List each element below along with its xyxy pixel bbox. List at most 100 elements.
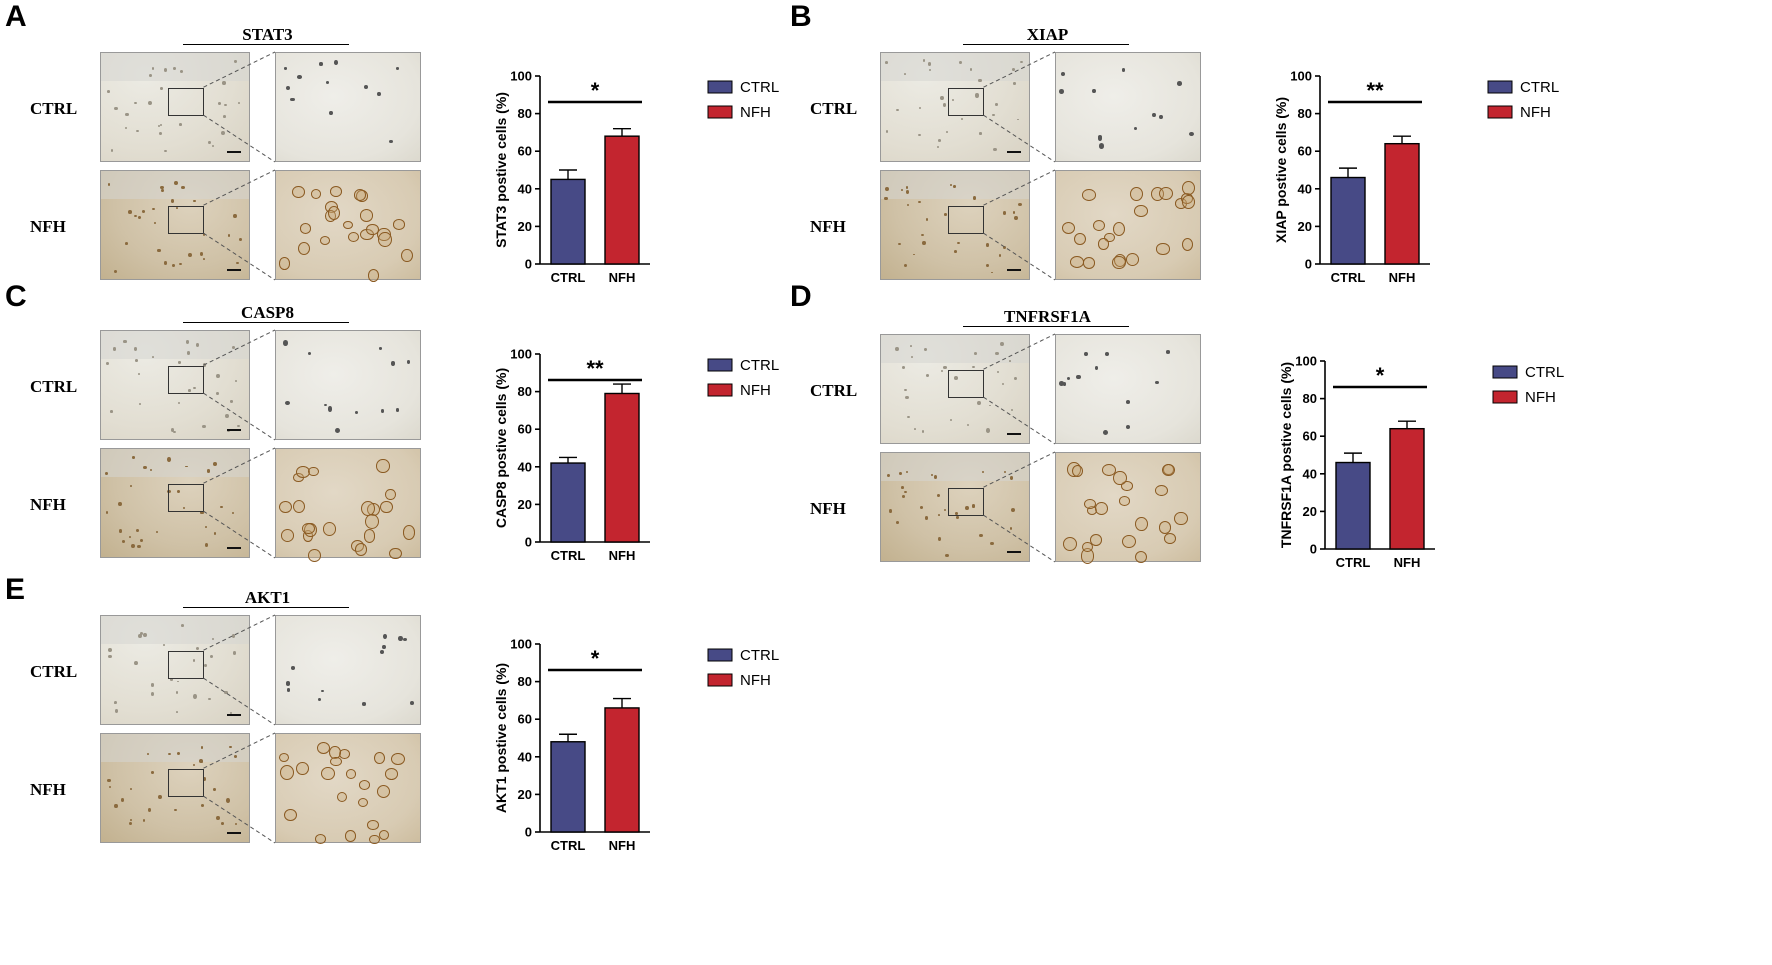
cell-speck bbox=[234, 379, 238, 382]
cell-speck bbox=[179, 263, 183, 266]
cell-speck bbox=[203, 663, 207, 667]
cell-speck bbox=[904, 490, 907, 493]
legend-label: NFH bbox=[740, 104, 771, 121]
x-tick-label: NFH bbox=[1389, 270, 1416, 285]
cell-speck bbox=[224, 414, 229, 419]
panel-label: A bbox=[5, 0, 27, 33]
cell-speck bbox=[234, 823, 238, 826]
cell-speck bbox=[199, 252, 203, 256]
cell-speck bbox=[193, 199, 196, 203]
cell-speck bbox=[918, 106, 922, 109]
cell-speck bbox=[900, 188, 904, 191]
cell-speck bbox=[115, 709, 119, 713]
cell-speck bbox=[1121, 481, 1133, 491]
cell-speck bbox=[229, 745, 232, 749]
cell-speck bbox=[1072, 465, 1084, 477]
micrograph-low-mag bbox=[100, 330, 250, 440]
cell-speck bbox=[1155, 485, 1169, 496]
y-axis-label: XIAP postive cells (%) bbox=[1273, 97, 1289, 243]
cell-speck bbox=[911, 355, 914, 358]
cell-speck bbox=[992, 113, 995, 117]
cell-speck bbox=[188, 389, 191, 392]
cell-speck bbox=[971, 504, 976, 508]
y-tick-label: 40 bbox=[518, 181, 532, 196]
cell-speck bbox=[960, 117, 964, 120]
row-label-ctrl: CTRL bbox=[30, 99, 78, 118]
cell-speck bbox=[1098, 238, 1109, 250]
row-label-ctrl: CTRL bbox=[810, 381, 858, 400]
cell-speck bbox=[279, 257, 290, 270]
cell-speck bbox=[166, 457, 171, 462]
cell-speck bbox=[128, 821, 132, 825]
legend-swatch bbox=[707, 383, 733, 397]
cell-speck bbox=[988, 404, 991, 407]
cell-speck bbox=[1003, 246, 1006, 250]
cell-speck bbox=[280, 528, 295, 542]
legend-swatch bbox=[1487, 105, 1513, 119]
cell-speck bbox=[317, 742, 331, 755]
cell-speck bbox=[955, 512, 958, 516]
cell-speck bbox=[173, 431, 176, 434]
cell-speck bbox=[1059, 381, 1065, 386]
panel-label: D bbox=[790, 280, 812, 313]
cell-speck bbox=[138, 215, 142, 219]
cell-speck bbox=[359, 209, 374, 223]
cell-speck bbox=[379, 830, 390, 840]
y-tick-label: 60 bbox=[518, 144, 532, 159]
cell-speck bbox=[1159, 521, 1172, 534]
cell-speck bbox=[222, 81, 226, 86]
bar-ctrl bbox=[1330, 176, 1366, 265]
cell-speck bbox=[1112, 255, 1127, 270]
cell-speck bbox=[120, 798, 124, 802]
cell-speck bbox=[940, 95, 945, 101]
cell-speck bbox=[158, 131, 162, 135]
cell-speck bbox=[943, 213, 947, 216]
cell-speck bbox=[320, 689, 324, 693]
cell-speck bbox=[1129, 186, 1143, 201]
marker-label: TNFRSF1A bbox=[1004, 307, 1091, 326]
cell-speck bbox=[208, 141, 211, 145]
cell-speck bbox=[1082, 542, 1093, 553]
legend-label: CTRL bbox=[1520, 79, 1559, 96]
cell-speck bbox=[1098, 136, 1103, 141]
cell-speck bbox=[921, 240, 926, 245]
cell-speck bbox=[108, 648, 112, 652]
cell-speck bbox=[1059, 89, 1064, 95]
cell-speck bbox=[967, 424, 970, 427]
cell-speck bbox=[390, 361, 395, 366]
cell-speck bbox=[181, 185, 186, 189]
cell-speck bbox=[904, 388, 908, 392]
y-tick-label: 60 bbox=[1298, 144, 1312, 159]
cell-speck bbox=[982, 470, 985, 473]
cell-speck bbox=[107, 654, 112, 659]
cell-speck bbox=[391, 752, 405, 766]
cell-speck bbox=[1102, 429, 1108, 435]
cell-speck bbox=[234, 60, 237, 63]
bar-nfh bbox=[604, 392, 640, 543]
cell-speck bbox=[279, 501, 292, 514]
cell-speck bbox=[234, 755, 238, 758]
cell-speck bbox=[157, 248, 161, 253]
cell-speck bbox=[1155, 380, 1160, 384]
cell-speck bbox=[301, 523, 315, 535]
cell-speck bbox=[366, 224, 379, 235]
cell-speck bbox=[134, 347, 138, 351]
cell-speck bbox=[937, 139, 942, 143]
scale-bar bbox=[227, 547, 241, 549]
y-tick-label: 20 bbox=[518, 787, 532, 802]
cell-speck bbox=[164, 67, 168, 72]
cell-speck bbox=[943, 508, 947, 512]
cell-speck bbox=[202, 424, 206, 428]
y-axis-label: CASP8 postive cells (%) bbox=[493, 368, 509, 528]
micrograph-low-mag bbox=[100, 733, 250, 843]
marker-underline bbox=[183, 607, 349, 608]
cell-speck bbox=[1012, 211, 1016, 214]
marker-underline bbox=[183, 44, 349, 45]
cell-speck bbox=[995, 352, 999, 356]
cell-speck bbox=[884, 186, 889, 191]
cell-speck bbox=[927, 62, 931, 66]
cell-speck bbox=[212, 461, 217, 466]
cell-speck bbox=[296, 75, 302, 79]
cell-speck bbox=[222, 115, 226, 119]
